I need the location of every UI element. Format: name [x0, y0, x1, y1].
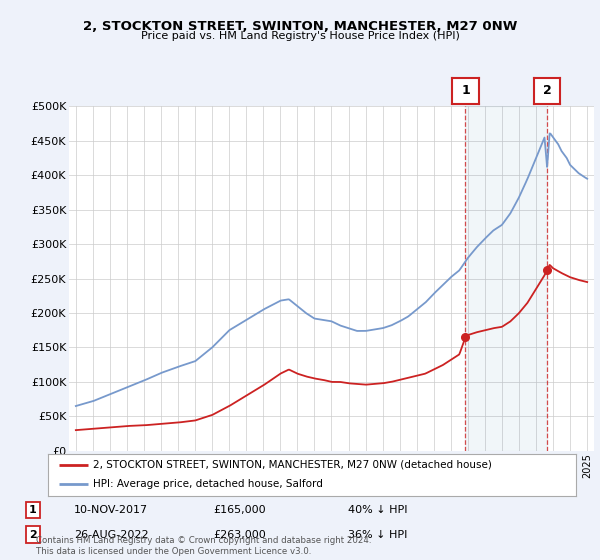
Bar: [466, 106, 547, 451]
Text: Contains HM Land Registry data © Crown copyright and database right 2024.
This d: Contains HM Land Registry data © Crown c…: [36, 536, 371, 556]
Text: £263,000: £263,000: [214, 530, 266, 540]
Text: Price paid vs. HM Land Registry's House Price Index (HPI): Price paid vs. HM Land Registry's House …: [140, 31, 460, 41]
Text: 2: 2: [29, 530, 37, 540]
Text: £165,000: £165,000: [214, 505, 266, 515]
Text: 26-AUG-2022: 26-AUG-2022: [74, 530, 148, 540]
Text: 40% ↓ HPI: 40% ↓ HPI: [348, 505, 408, 515]
Text: 2: 2: [543, 85, 551, 97]
Text: 1: 1: [29, 505, 37, 515]
Text: 1: 1: [461, 85, 470, 97]
Text: 10-NOV-2017: 10-NOV-2017: [74, 505, 148, 515]
Text: HPI: Average price, detached house, Salford: HPI: Average price, detached house, Salf…: [93, 479, 323, 489]
Text: 2, STOCKTON STREET, SWINTON, MANCHESTER, M27 0NW (detached house): 2, STOCKTON STREET, SWINTON, MANCHESTER,…: [93, 460, 492, 470]
Text: 2, STOCKTON STREET, SWINTON, MANCHESTER, M27 0NW: 2, STOCKTON STREET, SWINTON, MANCHESTER,…: [83, 20, 517, 32]
Text: 36% ↓ HPI: 36% ↓ HPI: [349, 530, 407, 540]
